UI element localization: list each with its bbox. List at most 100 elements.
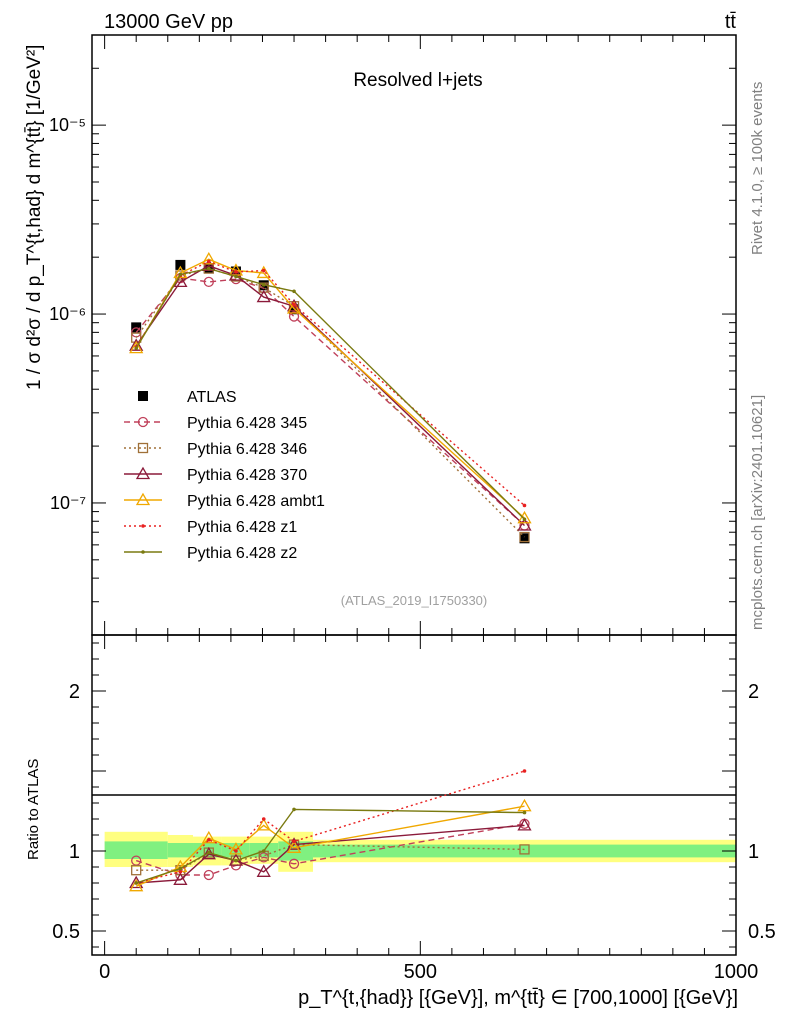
header-left-label: 13000 GeV pp (104, 11, 233, 33)
main-data-point (517, 518, 532, 531)
header-right-label: tt̄ (725, 11, 737, 33)
ratio-data-point (517, 818, 532, 831)
rivet-label: Rivet 4.1.0, ≥ 100k events (749, 82, 766, 255)
ratio-data-point (522, 810, 527, 815)
ratio-inner-band (104, 841, 168, 859)
ratio-data-point (203, 869, 214, 881)
ratio-y-tick-label-right: 0.5 (748, 921, 776, 943)
ratio-data-point (178, 866, 183, 871)
ratio-data-point (201, 830, 216, 844)
ratio-inner-band (312, 844, 736, 858)
ratio-x-tick-label: 1000 (714, 961, 759, 983)
main-y-tick-label: 10⁻⁷ (50, 493, 86, 513)
ratio-data-point (234, 849, 238, 853)
legend-marker (141, 550, 145, 554)
legend-entry: Pythia 6.428 345 (124, 415, 307, 432)
legend-label: Pythia 6.428 345 (187, 415, 307, 432)
ratio-data-point (207, 850, 211, 855)
ratio-data-point (261, 817, 266, 821)
main-data-point (207, 266, 211, 271)
ratio-data-point (286, 837, 302, 850)
main-y-tick-label: 10⁻⁶ (49, 304, 86, 324)
ratio-axis-ticks: 0.5 0.5 1 1 2 2 0 500 1000 (52, 635, 776, 983)
main-data-point (292, 302, 296, 307)
main-title: Resolved l+jets (353, 70, 482, 91)
ratio-series-5 (134, 807, 527, 885)
main-data-point (173, 274, 188, 288)
legend-label: Pythia 6.428 370 (187, 467, 307, 484)
main-data-point (175, 259, 186, 270)
main-data-point (207, 259, 211, 264)
legend-marker (135, 466, 151, 480)
ratio-plot-panel: 0.5 0.5 1 1 2 2 0 500 1000 Ratio to ATLAS p_T^{t… (25, 634, 776, 1009)
ratio-data-point (129, 878, 144, 892)
legend-label: Pythia 6.428 ambt1 (187, 493, 325, 510)
main-data-point (203, 276, 214, 288)
legend-marker (135, 492, 151, 506)
main-data-point (522, 517, 527, 522)
ratio-plot-frame (91, 634, 737, 956)
ratio-data-point (131, 865, 142, 876)
legend-entry: Pythia 6.428 346 (124, 441, 307, 458)
legend-entry: Pythia 6.428 ambt1 (124, 492, 325, 510)
legend-marker (137, 416, 149, 428)
mcplots-label: mcplots.cern.ch [arXiv:2401.10621] (749, 395, 766, 630)
legend-entry: Pythia 6.428 370 (124, 466, 307, 484)
main-series-layer (129, 251, 532, 544)
legend-marker (141, 524, 145, 528)
ratio-inner-band (167, 843, 194, 858)
legend-label: Pythia 6.428 346 (187, 441, 307, 458)
main-data-point (178, 272, 183, 277)
main-data-point (256, 289, 271, 303)
ratio-data-point (517, 798, 532, 812)
ratio-data-point (256, 818, 271, 831)
ratio-data-point (173, 872, 188, 885)
ratio-y-tick-label: 1 (69, 841, 80, 863)
main-data-point (173, 265, 188, 279)
main-data-point (129, 340, 144, 354)
main-data-point (134, 346, 138, 350)
main-data-point (519, 531, 530, 543)
ratio-data-point (178, 870, 183, 874)
legend-label: Pythia 6.428 z1 (187, 519, 297, 536)
ratio-y-tick-label-right: 1 (748, 841, 759, 863)
ratio-y-tick-label: 2 (69, 681, 80, 703)
ratio-data-point (522, 769, 527, 773)
ratio-data-point (288, 858, 300, 869)
main-series-6 (134, 266, 527, 522)
main-data-point (517, 510, 532, 524)
legend-entry: Pythia 6.428 z1 (124, 519, 297, 536)
legend-label: Pythia 6.428 z2 (187, 545, 297, 562)
legend: ATLAS Pythia 6.428 345 Pythia 6.428 346 Pyt… (124, 389, 325, 562)
ratio-y-tick-label: 0.5 (52, 921, 80, 943)
ratio-series-layer (129, 769, 532, 892)
main-data-point (292, 289, 296, 294)
ratio-data-point (292, 839, 296, 844)
legend-entry: ATLAS (138, 389, 237, 406)
main-y-axis-label: 1 / σ d²σ / d p_T^{t,had} d m^{tt̄} [1/G… (24, 45, 45, 390)
ratio-uncertainty-bands (104, 831, 736, 872)
main-data-point (519, 533, 530, 544)
main-data-point (288, 311, 300, 322)
ratio-x-tick-label: 500 (404, 961, 437, 983)
main-data-point (234, 270, 238, 274)
ratio-x-tick-label: 0 (99, 961, 110, 983)
legend-marker (137, 442, 149, 454)
main-data-point (234, 274, 238, 279)
legend-entry: Pythia 6.428 z2 (124, 545, 297, 562)
main-data-point (286, 301, 302, 314)
main-data-point (201, 251, 216, 265)
ratio-y-tick-label-right: 2 (748, 681, 759, 703)
analysis-tag: (ATLAS_2019_I1750330) (341, 593, 487, 608)
ratio-data-point (134, 881, 138, 885)
ratio-data-point (519, 844, 530, 855)
x-axis-label: p_T^{t,{had}} [{GeV}], m^{tt̄} ∈ [700,10… (298, 987, 738, 1009)
legend-label: ATLAS (187, 389, 237, 406)
ratio-data-point (261, 849, 266, 853)
main-data-point (261, 268, 266, 273)
ratio-data-point (256, 864, 271, 877)
main-plot-panel: 10⁻⁷ 10⁻⁶ 10⁻⁵ Resolved l+jets (ATLAS_2019… (24, 34, 737, 636)
ratio-data-point (234, 858, 238, 863)
main-data-point (261, 282, 266, 287)
